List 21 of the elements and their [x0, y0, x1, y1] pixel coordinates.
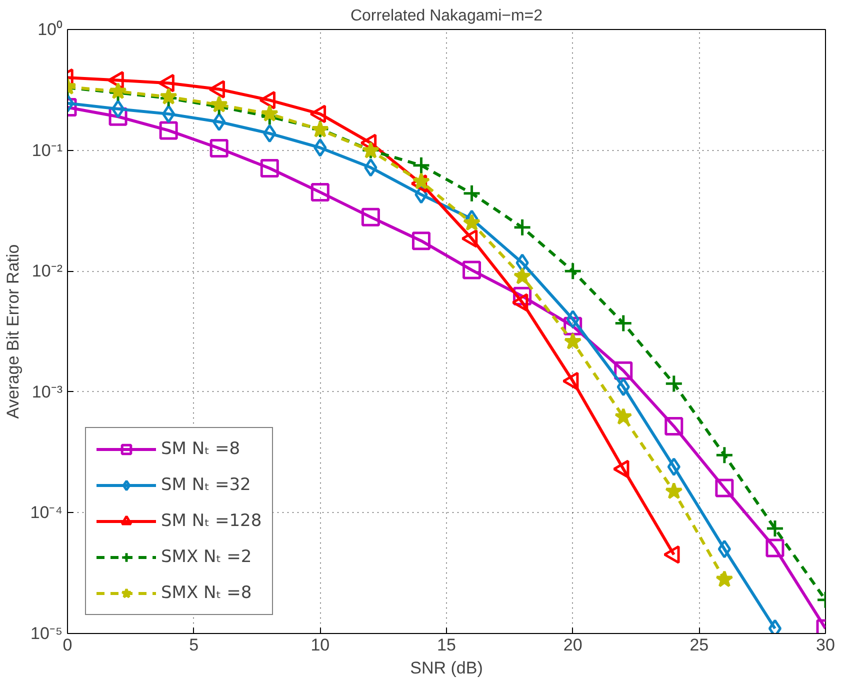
legend-label: SM Nₜ =32: [161, 475, 251, 495]
y-axis-title: Average Bit Error Ratio: [3, 244, 22, 419]
x-tick-label: 10: [310, 636, 330, 654]
x-tick-label: 15: [437, 636, 456, 654]
legend-label: SM Nₜ =8: [161, 439, 240, 459]
legend-label: SMX Nₜ =2: [161, 547, 252, 567]
x-tick-label: 0: [62, 636, 72, 654]
x-tick-label: 25: [690, 636, 709, 654]
y-tick-label: 10⁻⁴: [30, 503, 63, 522]
x-tick-label: 5: [189, 636, 199, 654]
y-tick-label: 10⁻²: [32, 262, 63, 281]
x-tick-label: 20: [563, 636, 582, 654]
y-tick-label: 10⁰: [38, 20, 63, 39]
x-axis-title: SNR (dB): [410, 658, 483, 678]
legend-label: SM Nₜ =128: [161, 511, 262, 531]
chart-title: Correlated Nakagami−m=2: [350, 8, 543, 24]
y-tick-label: 10⁻¹: [32, 140, 63, 160]
legend-label: SMX Nₜ =8: [161, 583, 252, 603]
y-tick-label: 10⁻⁵: [30, 624, 63, 643]
y-tick-label: 10⁻³: [32, 382, 63, 402]
x-tick-label: 30: [816, 636, 835, 654]
